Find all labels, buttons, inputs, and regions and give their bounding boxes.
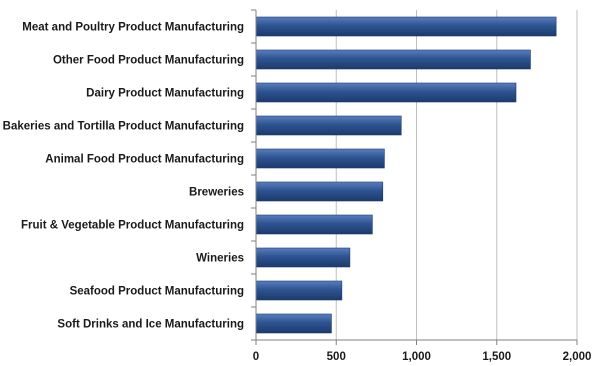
x-tick-label-2,000: 2,000: [563, 351, 592, 363]
category-label-meat-and-poultry-product-manufacturing: Meat and Poultry Product Manufacturing: [22, 22, 244, 34]
category-label-animal-food-product-manufacturing: Animal Food Product Manufacturing: [45, 154, 244, 166]
x-tick-label-1,000: 1,000: [402, 351, 431, 363]
x-tick-label-500: 500: [327, 351, 346, 363]
bar-meat-and-poultry-product-manufacturing: [255, 16, 557, 37]
bar-soft-drinks-and-ice-manufacturing: [255, 313, 332, 334]
category-label-wineries: Wineries: [196, 253, 244, 265]
bar-animal-food-product-manufacturing: [255, 148, 385, 169]
bar-dairy-product-manufacturing: [255, 82, 517, 103]
bar-wineries: [255, 247, 351, 268]
bar-seafood-product-manufacturing: [255, 280, 343, 301]
bar-bakeries-and-tortilla-product-manufacturing: [255, 115, 402, 136]
category-label-soft-drinks-and-ice-manufacturing: Soft Drinks and Ice Manufacturing: [57, 319, 244, 331]
axes: [251, 9, 578, 345]
bar-breweries: [255, 181, 384, 202]
bars: [255, 16, 557, 334]
category-label-breweries: Breweries: [189, 187, 244, 199]
x-tick-label-0: 0: [253, 351, 259, 363]
category-label-dairy-product-manufacturing: Dairy Product Manufacturing: [86, 88, 244, 100]
x-tick-label-1,500: 1,500: [482, 351, 511, 363]
category-label-other-food-product-manufacturing: Other Food Product Manufacturing: [53, 55, 244, 67]
category-label-fruit-vegetable-product-manufacturing: Fruit & Vegetable Product Manufacturing: [21, 220, 244, 232]
x-tick-labels: 0 500 1,000 1,500 2,000: [253, 351, 592, 363]
bar-fruit-vegetable-product-manufacturing: [255, 214, 373, 235]
category-label-bakeries-and-tortilla-product-manufacturing: Bakeries and Tortilla Product Manufactur…: [3, 121, 244, 133]
category-label-seafood-product-manufacturing: Seafood Product Manufacturing: [70, 286, 244, 298]
category-labels: Meat and Poultry Product Manufacturing Ot…: [3, 22, 244, 331]
bar-other-food-product-manufacturing: [255, 49, 531, 70]
